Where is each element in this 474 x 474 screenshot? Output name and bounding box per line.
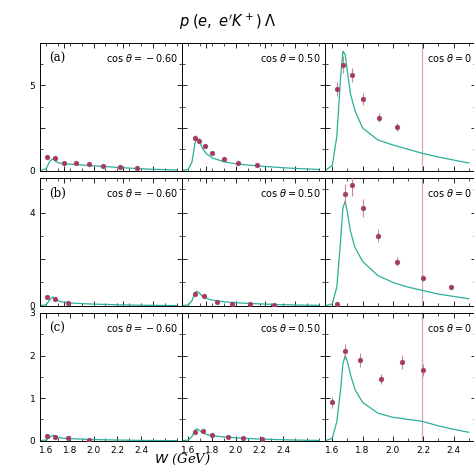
Text: (c): (c) [49, 322, 64, 335]
Text: $\cos\,\theta = -0.60$: $\cos\,\theta = -0.60$ [106, 322, 178, 334]
Text: $\cos\,\theta = -0.60$: $\cos\,\theta = -0.60$ [106, 52, 178, 64]
Text: $\cos\,\theta = 0.50$: $\cos\,\theta = 0.50$ [260, 187, 320, 199]
Text: (b): (b) [49, 187, 66, 200]
Text: $\cos\,\theta = 0.50$: $\cos\,\theta = 0.50$ [260, 322, 320, 334]
Text: $\cos\,\theta = 0$: $\cos\,\theta = 0$ [427, 52, 472, 64]
Text: $W$ (GeV): $W$ (GeV) [154, 452, 211, 467]
Text: $\cos\,\theta = 0$: $\cos\,\theta = 0$ [427, 322, 472, 334]
Text: $p\;(e,\;e'K^+)\;\Lambda$: $p\;(e,\;e'K^+)\;\Lambda$ [179, 12, 276, 32]
Text: $\cos\,\theta = 0$: $\cos\,\theta = 0$ [427, 187, 472, 199]
Text: $\cos\,\theta = 0.50$: $\cos\,\theta = 0.50$ [260, 52, 320, 64]
Text: $\cos\,\theta = -0.60$: $\cos\,\theta = -0.60$ [106, 187, 178, 199]
Text: (a): (a) [49, 52, 65, 64]
